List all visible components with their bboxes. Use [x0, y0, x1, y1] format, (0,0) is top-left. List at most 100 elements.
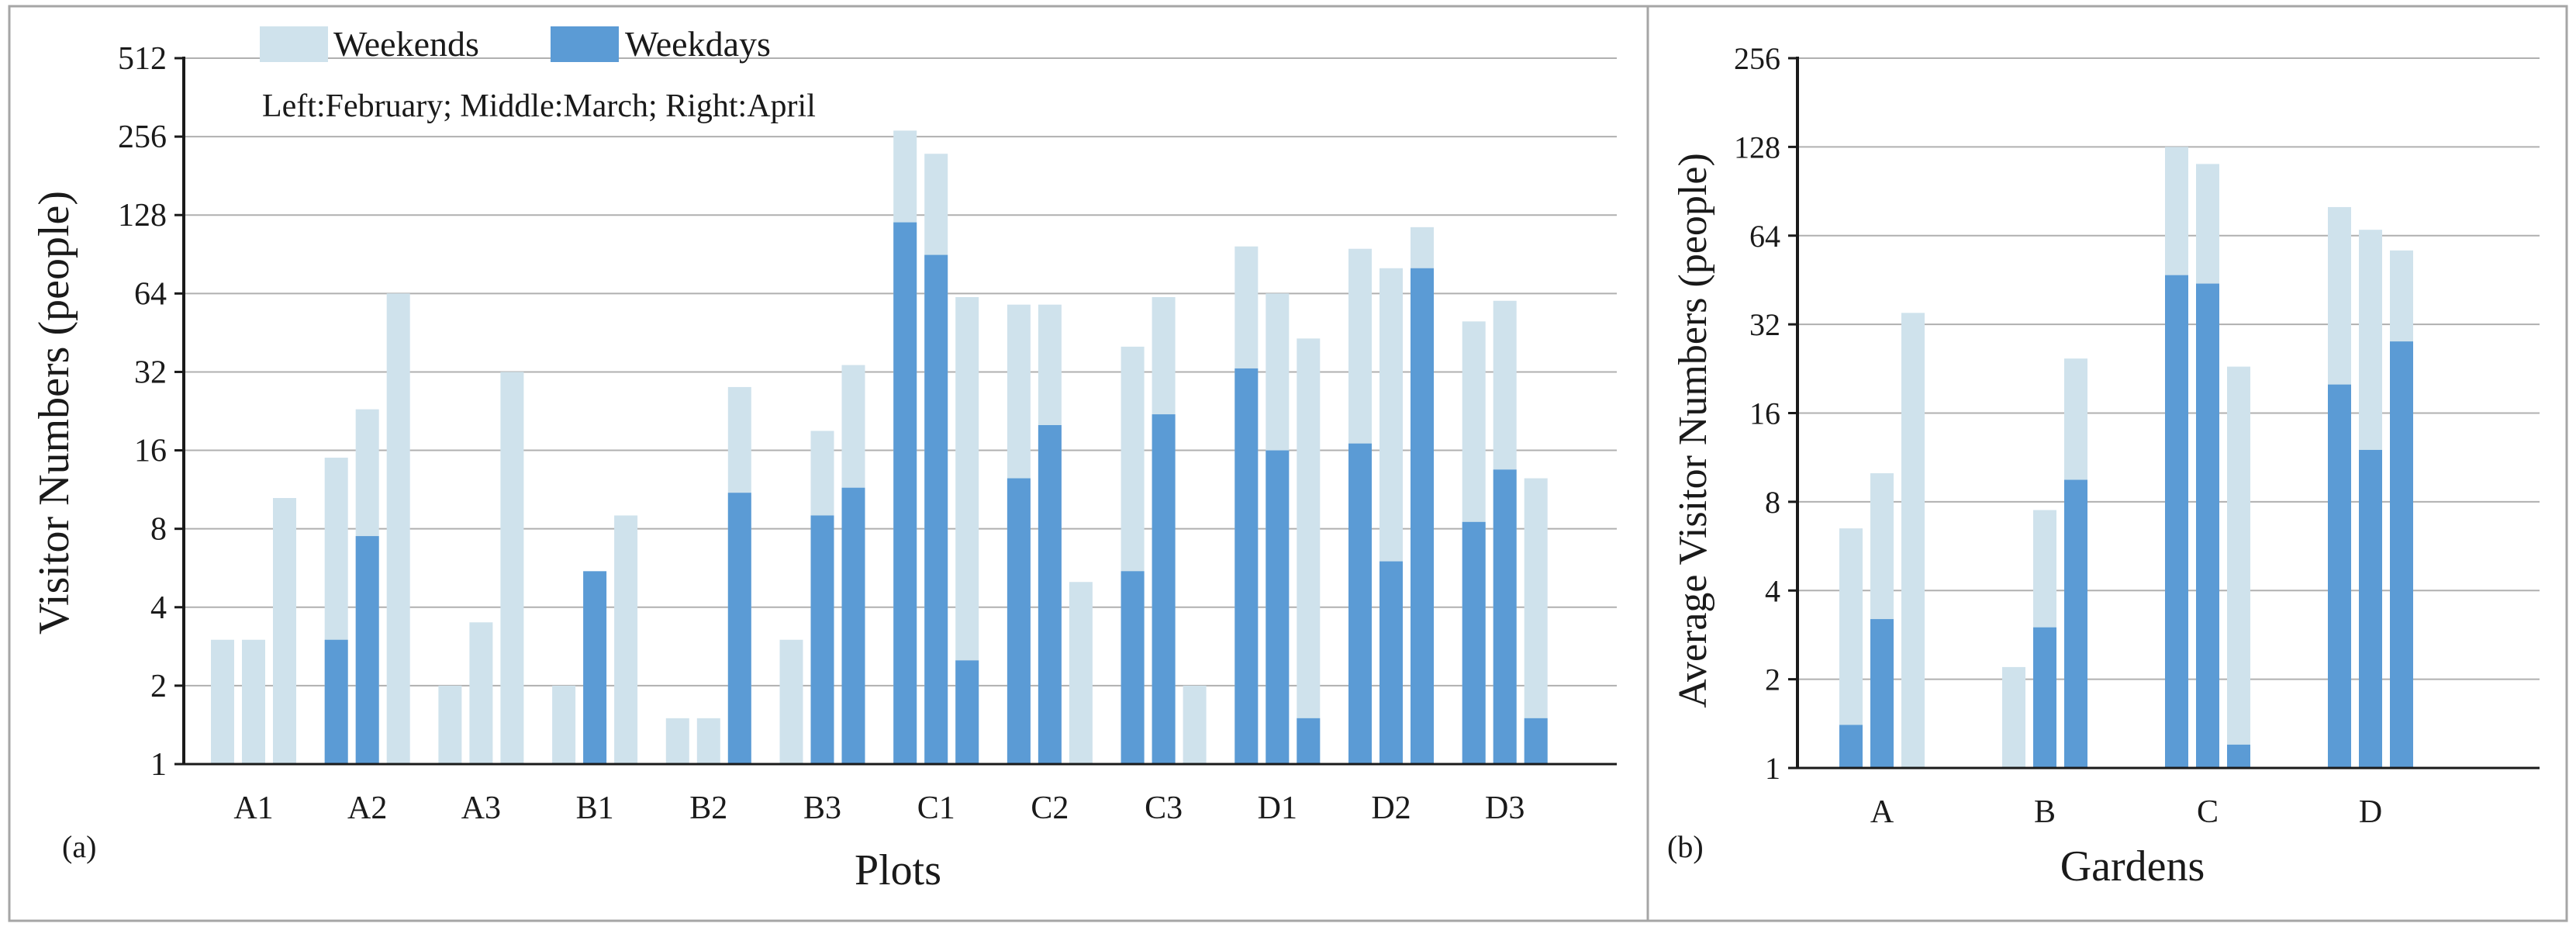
y-tick-label: 256	[1734, 41, 1780, 76]
x-category-label: A1	[233, 790, 273, 826]
x-category-label: B3	[803, 790, 841, 826]
bar-weekends-B2-February	[665, 718, 689, 764]
y-tick-label: 256	[118, 119, 167, 155]
bar-weekends-C3-April	[1183, 685, 1207, 764]
y-tick-label: 128	[118, 198, 167, 233]
y-tick-label: 1	[1765, 751, 1780, 786]
panel-a-label: (a)	[62, 829, 96, 864]
y-tick-label: 512	[118, 41, 167, 77]
legend-weekends-swatch	[260, 26, 328, 62]
bar-weekdays-B3-March	[810, 515, 834, 764]
bar-weekdays-B2-April	[727, 493, 751, 764]
y-tick-label: 16	[1749, 396, 1780, 431]
x-category-label: B2	[689, 790, 727, 826]
bar-weekdays-B-April	[2064, 479, 2087, 768]
y-tick-label: 2	[150, 669, 167, 704]
bar-weekdays-D3-March	[1493, 469, 1517, 764]
bar-weekends-A3-April	[500, 372, 524, 764]
month-order-annotation: Left:February; Middle:March; Right:April	[262, 88, 816, 124]
y-tick-label: 16	[134, 434, 167, 469]
x-category-label: D3	[1485, 790, 1525, 826]
y-tick-label: 128	[1734, 130, 1780, 164]
bar-weekends-D1-April	[1297, 338, 1321, 764]
bar-weekends-A1-March	[242, 639, 265, 764]
y-tick-label: 4	[1765, 573, 1780, 608]
bar-weekends-B3-February	[779, 639, 803, 764]
bar-weekdays-C-February	[2165, 275, 2188, 768]
bar-weekdays-B1-March	[583, 571, 607, 764]
panel-a: 1 2 4 8 16 32 64 128 256 512 A1 A2 A3 B1 B2 B3 C1 C2 C3 D1 D…	[118, 41, 1617, 826]
bar-weekends-A3-March	[469, 622, 493, 764]
bar-weekdays-D1-February	[1234, 368, 1259, 764]
x-category-label: B1	[576, 790, 614, 826]
bar-weekdays-C1-March	[924, 254, 948, 764]
bar-weekdays-C2-March	[1038, 425, 1062, 764]
y-tick-label: 8	[1765, 485, 1780, 520]
bar-weekends-B2-March	[696, 718, 720, 764]
x-category-label: B	[2034, 794, 2056, 830]
bar-weekdays-C3-February	[1121, 571, 1145, 764]
x-category-label: D2	[1371, 790, 1411, 826]
bar-weekdays-D3-April	[1524, 718, 1548, 764]
legend-weekdays-swatch	[551, 26, 619, 62]
x-category-label: C3	[1145, 790, 1183, 826]
bar-weekdays-D2-February	[1348, 443, 1372, 764]
y-tick-label: 32	[134, 355, 167, 390]
panel-b-y-axis-title: Average Visitor Numbers (people)	[1671, 153, 1715, 708]
bar-weekends-A1-February	[211, 639, 234, 764]
bar-weekends-C-April	[2227, 366, 2250, 768]
y-tick-label: 64	[134, 276, 167, 312]
bar-weekends-A-April	[1901, 313, 1925, 768]
legend-weekends-label: Weekends	[333, 24, 479, 64]
bar-weekdays-D-April	[2390, 341, 2413, 768]
y-tick-label: 8	[150, 512, 167, 548]
panel-a-x-axis-title: Plots	[855, 846, 941, 894]
bar-weekdays-C1-February	[893, 222, 917, 765]
bar-weekdays-D2-March	[1380, 561, 1403, 764]
bar-weekends-A3-February	[438, 685, 462, 764]
y-tick-label: 32	[1749, 307, 1780, 342]
bar-weekends-D3-April	[1524, 478, 1548, 764]
panel-b-label: (b)	[1667, 829, 1704, 864]
panel-b: 1 2 4 8 16 32 64 128 256 A B C D	[1734, 41, 2540, 830]
bar-weekdays-C-April	[2227, 744, 2250, 768]
bar-weekdays-A-February	[1839, 725, 1863, 768]
bar-weekends-B1-February	[552, 685, 576, 764]
y-tick-label: 1	[150, 747, 167, 783]
bar-weekends-B1-April	[614, 515, 638, 764]
bar-weekends-A1-April	[273, 497, 296, 764]
panel-b-x-axis-title: Gardens	[2060, 842, 2205, 891]
bar-weekdays-D2-April	[1411, 268, 1434, 764]
bar-weekdays-A-March	[1870, 619, 1894, 768]
y-tick-label: 64	[1749, 219, 1780, 254]
bar-weekdays-C3-March	[1152, 414, 1176, 764]
bar-weekdays-D-February	[2328, 384, 2351, 768]
bar-weekdays-C2-February	[1007, 478, 1031, 764]
x-category-label: A2	[347, 790, 387, 826]
x-category-label: D1	[1258, 790, 1297, 826]
bar-weekdays-D1-April	[1297, 718, 1321, 764]
bar-weekdays-D3-February	[1462, 521, 1486, 764]
bar-weekends-B-February	[2002, 666, 2025, 768]
x-category-label: A3	[461, 790, 501, 826]
x-category-label: D	[2359, 794, 2382, 830]
bar-weekdays-D1-March	[1266, 450, 1290, 764]
bar-weekdays-A2-March	[355, 536, 379, 764]
x-category-label: C	[2197, 794, 2219, 830]
panel-a-y-axis-title: Visitor Numbers (people)	[30, 191, 78, 635]
x-category-label: C2	[1031, 790, 1069, 826]
figure-frame	[8, 5, 2568, 922]
bar-weekdays-B-March	[2033, 627, 2056, 768]
bar-weekends-A2-April	[386, 293, 410, 764]
bar-weekdays-C-March	[2196, 283, 2219, 768]
bar-weekdays-A2-February	[324, 639, 348, 764]
x-category-label: A	[1870, 794, 1894, 830]
bar-weekends-C2-April	[1069, 582, 1093, 764]
legend-weekdays-label: Weekdays	[625, 24, 771, 64]
bar-weekdays-D-March	[2359, 449, 2382, 768]
y-tick-label: 2	[1765, 662, 1780, 697]
x-category-label: C1	[917, 790, 955, 826]
bar-weekdays-C1-April	[955, 660, 979, 764]
y-tick-label: 4	[150, 590, 167, 626]
